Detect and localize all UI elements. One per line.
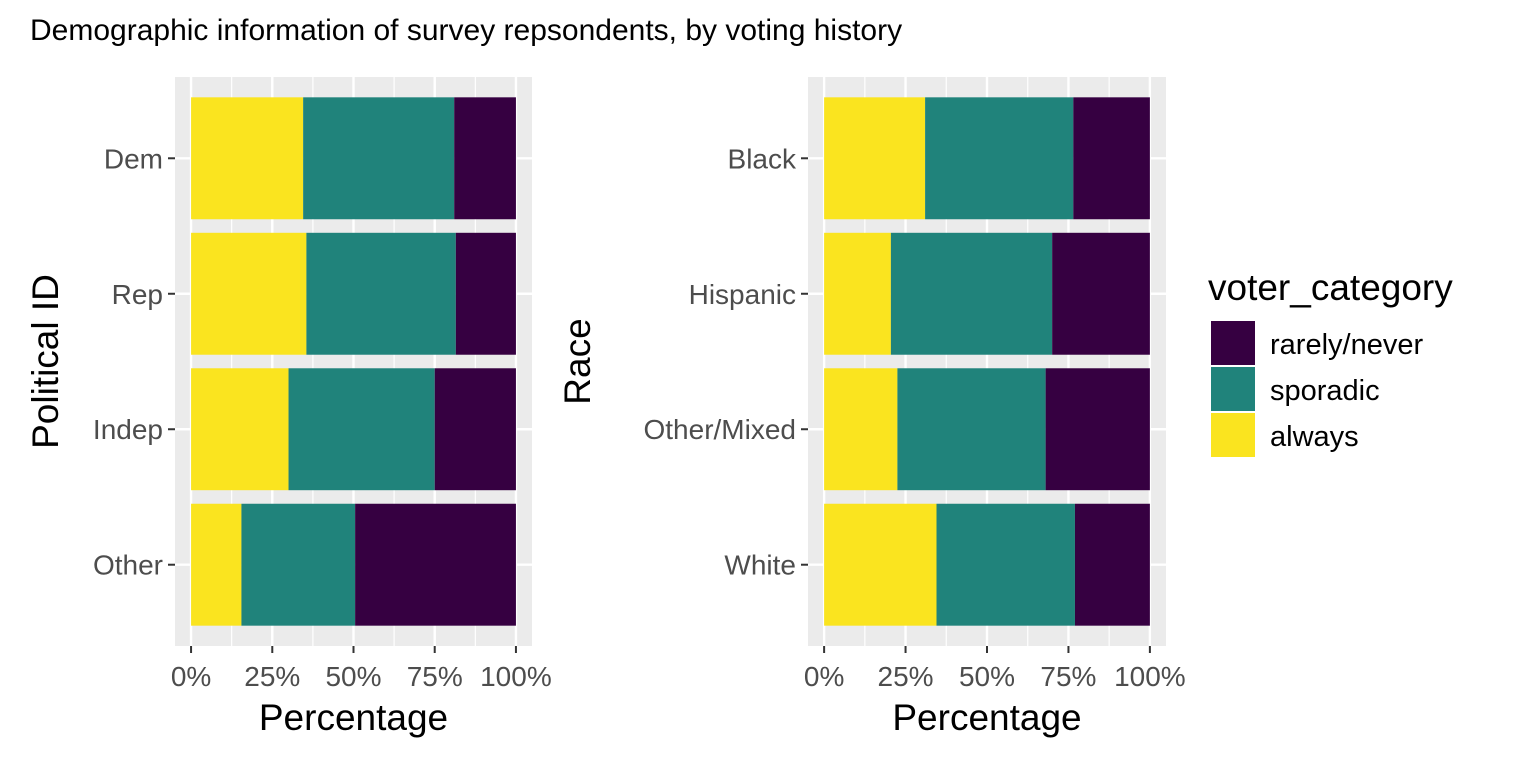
y-tick-label: Other/Mixed xyxy=(644,414,797,445)
y-axis-title: Race xyxy=(557,318,598,404)
x-tick-label: 75% xyxy=(1040,661,1096,692)
bar-dem-rarely-never xyxy=(454,97,516,220)
bar-rep-always xyxy=(191,232,307,355)
y-tick-label: Hispanic xyxy=(689,279,796,310)
bar-other-sporadic xyxy=(241,503,356,626)
y-tick-label: Dem xyxy=(104,143,163,174)
bar-other-mixed-rarely-never xyxy=(1045,368,1150,491)
bar-other-mixed-sporadic xyxy=(897,368,1046,491)
bar-white-always xyxy=(824,503,937,626)
x-tick-label: 50% xyxy=(959,661,1015,692)
panel-race: Black Hispanic Other/Mixed White 0% 25% 50% 75%… xyxy=(557,77,1186,738)
bar-other-rarely-never xyxy=(355,503,516,626)
bar-dem-sporadic xyxy=(303,97,455,220)
bar-rep-rarely-never xyxy=(455,232,516,355)
legend-key-sporadic xyxy=(1209,365,1257,413)
y-axis-title: Political ID xyxy=(25,274,66,449)
legend-key-always xyxy=(1209,411,1257,459)
bar-black-sporadic xyxy=(925,97,1074,220)
bar-indep-always xyxy=(191,368,289,491)
x-tick-label: 50% xyxy=(325,661,381,692)
x-tick-label: 100% xyxy=(1114,661,1186,692)
bar-white-rarely-never xyxy=(1074,503,1150,626)
y-tick-label: Indep xyxy=(93,414,163,445)
legend-key-rarely-never xyxy=(1209,319,1257,367)
legend-label: always xyxy=(1270,421,1359,453)
bar-black-rarely-never xyxy=(1073,97,1150,220)
y-tick-label: White xyxy=(724,550,796,581)
bar-rep-sporadic xyxy=(306,232,456,355)
y-tick-label: Rep xyxy=(112,279,163,310)
x-tick-label: 75% xyxy=(407,661,463,692)
y-tick-label: Black xyxy=(728,143,797,174)
legend-label: sporadic xyxy=(1270,375,1380,407)
x-tick-label: 100% xyxy=(480,661,552,692)
bar-hispanic-always xyxy=(824,232,891,355)
bar-white-sporadic xyxy=(936,503,1075,626)
x-axis-title: Percentage xyxy=(892,697,1081,738)
y-tick-label: Other xyxy=(93,550,163,581)
bar-hispanic-sporadic xyxy=(890,232,1053,355)
bar-indep-sporadic xyxy=(288,368,435,491)
bar-other-mixed-always xyxy=(824,368,898,491)
legend: voter_category rarely/never sporadic alway… xyxy=(1208,267,1453,459)
x-tick-label: 25% xyxy=(244,661,300,692)
x-tick-label: 25% xyxy=(878,661,934,692)
bar-black-always xyxy=(824,97,926,220)
bar-indep-rarely-never xyxy=(434,368,516,491)
x-tick-label: 0% xyxy=(171,661,211,692)
legend-title: voter_category xyxy=(1208,267,1453,308)
chart-title: Demographic information of survey repson… xyxy=(30,14,902,47)
bar-other-always xyxy=(191,503,242,626)
legend-label: rarely/never xyxy=(1270,329,1423,361)
x-tick-label: 0% xyxy=(804,661,844,692)
x-axis-title: Percentage xyxy=(259,697,448,738)
bar-hispanic-rarely-never xyxy=(1052,232,1150,355)
panel-political-id: Dem Rep Indep Other 0% 25% 50% 75% 100% Percentag… xyxy=(25,77,552,738)
bar-dem-always xyxy=(191,97,304,220)
